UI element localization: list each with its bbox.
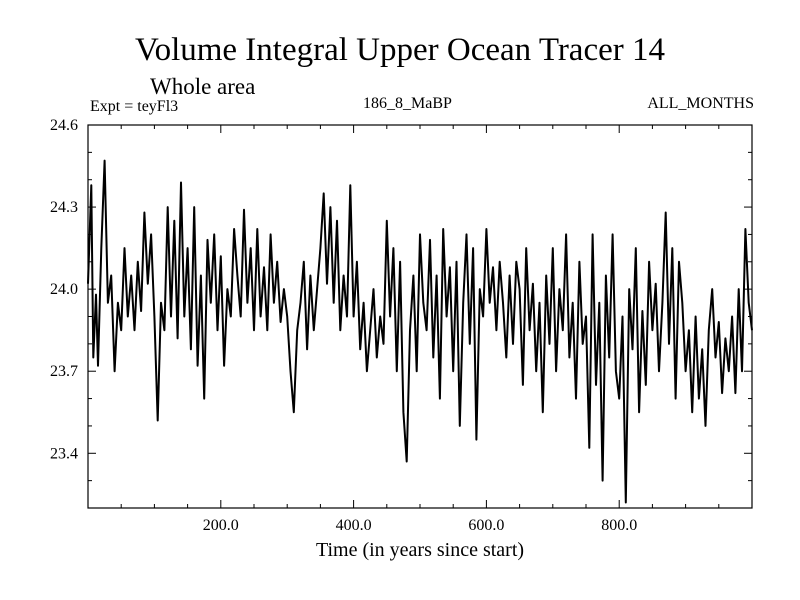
experiment-label: Expt = teyFl3 [90,98,179,115]
series-layer [87,159,753,504]
x-tick-label: 200.0 [203,517,239,534]
plot-frame [87,124,753,509]
series-line [87,159,753,504]
run-label: 186_8_MaBP [363,95,452,112]
y-tick-label: 24.0 [50,281,78,298]
y-tick-label: 24.3 [50,199,78,216]
axis-tick-labels: 200.0 400.0 600.0 800.0 23.4 23.7 24.0 24.3 24.6 [50,117,637,534]
x-tick-label: 400.0 [336,517,372,534]
chart-subtitle: Whole area [150,74,256,99]
y-tick-label: 23.7 [50,363,78,380]
x-tick-label: 800.0 [601,517,637,534]
y-tick-label: 23.4 [50,445,78,462]
y-tick-label: 24.6 [50,117,78,134]
x-tick-label: 600.0 [468,517,504,534]
season-label: ALL_MONTHS [647,95,754,112]
x-axis-label: Time (in years since start) [315,539,525,561]
chart-title: Volume Integral Upper Ocean Tracer 14 [135,32,665,68]
axis-ticks [88,125,752,508]
